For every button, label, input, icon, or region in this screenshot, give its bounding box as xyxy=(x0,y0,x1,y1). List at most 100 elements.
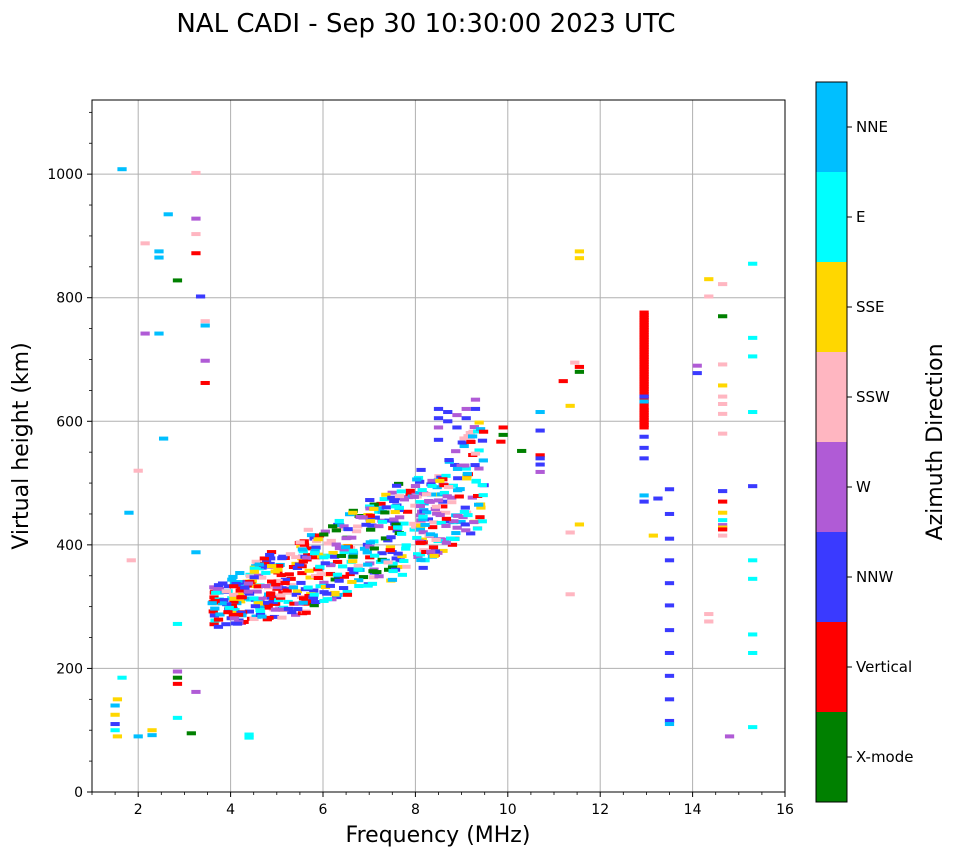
echo-mark xyxy=(427,483,437,488)
echo-mark xyxy=(269,596,279,601)
x-tick-label: 8 xyxy=(411,802,420,818)
echo-mark xyxy=(431,504,441,509)
echo-mark xyxy=(639,335,649,340)
echo-mark xyxy=(209,622,219,627)
echo-mark xyxy=(313,567,323,572)
echo-mark xyxy=(369,575,379,580)
echo-mark xyxy=(369,546,379,551)
echo-mark xyxy=(748,410,758,415)
echo-mark xyxy=(438,548,448,553)
echo-mark xyxy=(639,342,649,347)
echo-mark xyxy=(244,591,255,596)
echo-mark xyxy=(270,607,281,612)
echo-mark xyxy=(311,545,321,550)
echo-mark xyxy=(133,734,143,739)
echo-mark xyxy=(320,529,330,534)
echo-mark xyxy=(718,431,728,436)
echo-mark xyxy=(255,610,266,615)
echo-mark xyxy=(124,510,134,515)
echo-mark xyxy=(289,601,299,606)
echo-mark xyxy=(110,712,120,717)
echo-mark xyxy=(330,554,340,559)
echo-mark xyxy=(200,358,210,363)
echo-mark xyxy=(453,476,463,481)
echo-mark xyxy=(466,439,476,444)
echo-mark xyxy=(639,456,649,461)
echo-mark xyxy=(308,595,318,600)
echo-mark xyxy=(718,499,728,504)
echo-mark xyxy=(331,542,341,547)
echo-mark xyxy=(280,577,291,582)
x-tick-label: 16 xyxy=(776,802,794,818)
echo-mark xyxy=(639,345,649,350)
y-tick-label: 200 xyxy=(56,661,83,677)
echo-mark xyxy=(126,558,136,563)
echo-mark xyxy=(338,586,349,591)
echo-mark xyxy=(451,531,461,536)
echo-mark xyxy=(474,420,484,425)
echo-mark xyxy=(133,468,143,473)
echo-mark xyxy=(293,607,303,612)
echo-mark xyxy=(236,595,246,600)
echo-mark xyxy=(639,377,649,382)
echo-mark xyxy=(574,369,585,374)
grid xyxy=(92,100,785,792)
echo-mark xyxy=(387,577,398,582)
echo-mark xyxy=(664,558,675,563)
echo-mark xyxy=(459,444,469,449)
echo-mark xyxy=(470,451,481,456)
echo-mark xyxy=(639,315,649,320)
echo-mark xyxy=(653,496,663,501)
echo-mark xyxy=(366,527,376,532)
echo-mark xyxy=(280,586,290,591)
echo-mark xyxy=(211,590,221,595)
echo-mark xyxy=(394,494,405,499)
echo-mark xyxy=(302,555,312,560)
echo-mark xyxy=(441,523,451,528)
echo-mark xyxy=(415,504,425,509)
echo-mark xyxy=(255,608,265,613)
echo-mark xyxy=(664,603,675,608)
echo-mark xyxy=(439,490,450,495)
echo-mark xyxy=(260,561,270,566)
colorbar-tick-label: NNW xyxy=(856,568,893,586)
echo-mark xyxy=(249,617,259,622)
echo-mark xyxy=(367,523,377,528)
echo-mark xyxy=(341,545,351,550)
echo-mark xyxy=(443,410,453,415)
echo-mark xyxy=(496,439,506,444)
echo-mark xyxy=(402,509,413,514)
colorbar-segment xyxy=(816,712,847,802)
echo-mark xyxy=(436,520,446,525)
echo-mark xyxy=(298,559,308,564)
echo-mark xyxy=(244,609,255,614)
echo-mark xyxy=(200,319,210,324)
echo-mark xyxy=(223,610,233,615)
echo-mark xyxy=(342,589,352,594)
echo-mark xyxy=(305,575,315,580)
echo-mark xyxy=(397,572,408,577)
echo-mark xyxy=(368,569,378,574)
echo-mark xyxy=(260,564,271,569)
echo-mark xyxy=(473,429,483,434)
echo-mark xyxy=(664,650,675,655)
echo-mark xyxy=(215,612,225,617)
echo-mark xyxy=(416,467,426,472)
echo-mark xyxy=(154,255,164,260)
echo-mark xyxy=(718,394,728,399)
echo-mark xyxy=(328,524,338,529)
echo-mark xyxy=(374,524,384,529)
x-tick-label: 14 xyxy=(684,802,702,818)
colorbar-tick-label: SSW xyxy=(856,388,890,406)
echo-mark xyxy=(639,410,649,415)
echo-mark xyxy=(374,574,384,579)
echo-mark xyxy=(470,463,480,468)
echo-mark xyxy=(409,527,419,532)
echo-mark xyxy=(574,249,585,254)
echo-mark xyxy=(565,530,575,535)
echo-mark xyxy=(498,432,508,437)
echo-mark xyxy=(421,550,431,555)
echo-mark xyxy=(296,580,306,585)
echo-mark xyxy=(351,529,362,534)
echo-mark xyxy=(427,478,437,483)
